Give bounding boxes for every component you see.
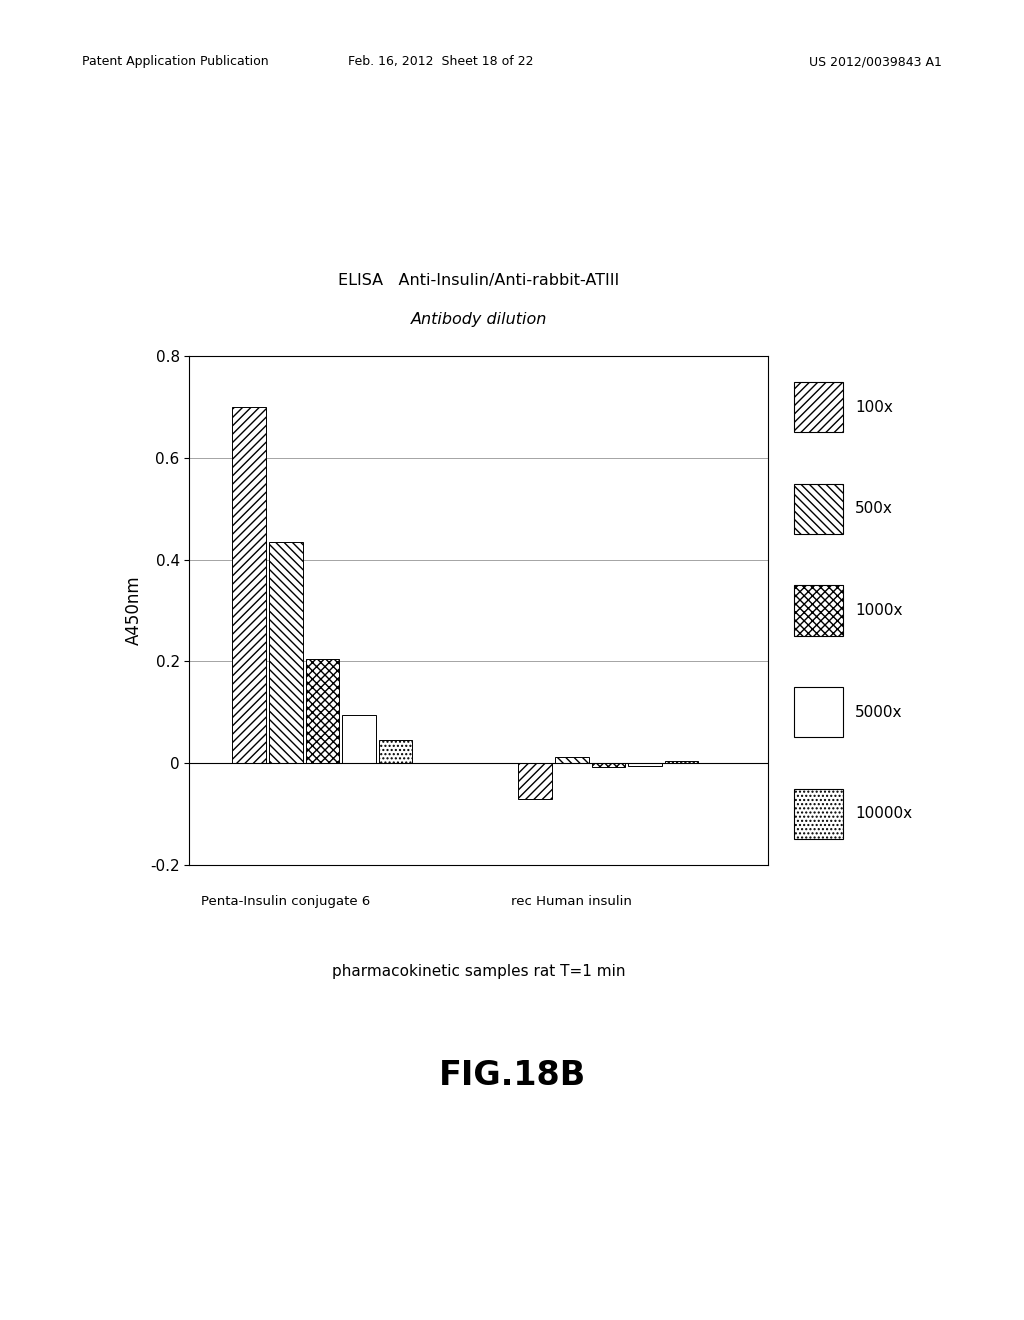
Text: Feb. 16, 2012  Sheet 18 of 22: Feb. 16, 2012 Sheet 18 of 22 (347, 55, 534, 69)
Bar (305, 659, 339, 763)
Y-axis label: A450nm: A450nm (125, 576, 143, 645)
Text: FIG.18B: FIG.18B (438, 1059, 586, 1093)
Bar (592, 763, 626, 767)
Text: ELISA   Anti-Insulin/Anti-rabbit-ATIII: ELISA Anti-Insulin/Anti-rabbit-ATIII (338, 273, 620, 288)
Bar (379, 741, 413, 763)
Text: Antibody dilution: Antibody dilution (411, 313, 547, 327)
Bar (628, 763, 662, 766)
Text: pharmacokinetic samples rat T=1 min: pharmacokinetic samples rat T=1 min (332, 964, 626, 978)
Bar (269, 543, 303, 763)
Text: 100x: 100x (855, 400, 893, 414)
Text: US 2012/0039843 A1: US 2012/0039843 A1 (809, 55, 942, 69)
Bar (665, 762, 698, 763)
Bar (232, 407, 266, 763)
Text: 5000x: 5000x (855, 705, 902, 719)
Text: 500x: 500x (855, 502, 893, 516)
Text: Patent Application Publication: Patent Application Publication (82, 55, 268, 69)
Bar (342, 714, 376, 763)
Text: rec Human insulin: rec Human insulin (511, 895, 632, 908)
Bar (518, 763, 552, 799)
Bar (555, 756, 589, 763)
Text: 1000x: 1000x (855, 603, 902, 618)
Text: Penta-Insulin conjugate 6: Penta-Insulin conjugate 6 (202, 895, 371, 908)
Text: 10000x: 10000x (855, 807, 912, 821)
